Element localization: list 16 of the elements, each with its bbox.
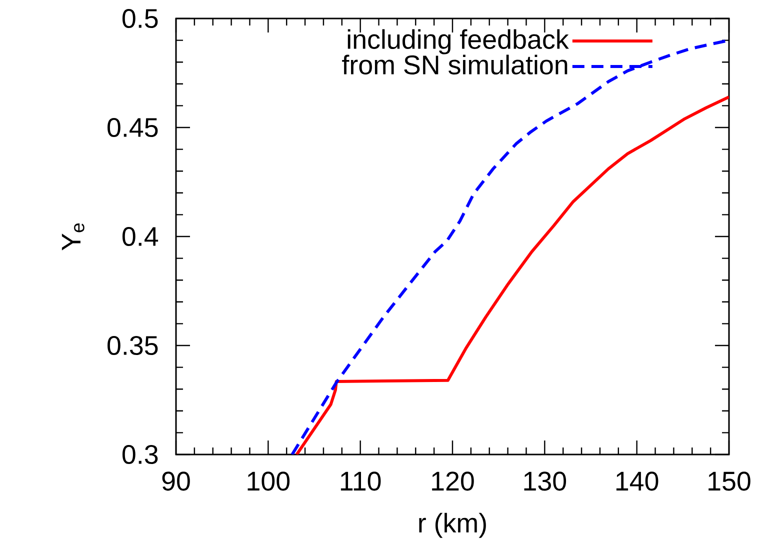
x-tick-label: 120	[432, 471, 474, 490]
x-tick-label: 140	[616, 471, 658, 490]
x-axis-title: r (km)	[419, 512, 486, 538]
y-tick-label: 0.5	[122, 8, 158, 28]
x-tick-label: 130	[524, 471, 566, 490]
legend-label: including feedback	[348, 28, 569, 54]
x-tick-label: 150	[708, 471, 750, 490]
x-tick-label: 90	[162, 471, 190, 490]
y-tick-label: 0.4	[122, 226, 158, 246]
x-tick-label: 100	[248, 471, 290, 490]
legend-label: from SN simulation	[342, 54, 568, 74]
y-axis-title: Y$_{e}$	[62, 223, 84, 250]
y-tick-label: 0.35	[108, 336, 158, 355]
y-tick-label: 0.45	[108, 118, 158, 137]
y-tick-label: 0.3	[122, 444, 158, 464]
x-tick-label: 110	[340, 471, 381, 490]
